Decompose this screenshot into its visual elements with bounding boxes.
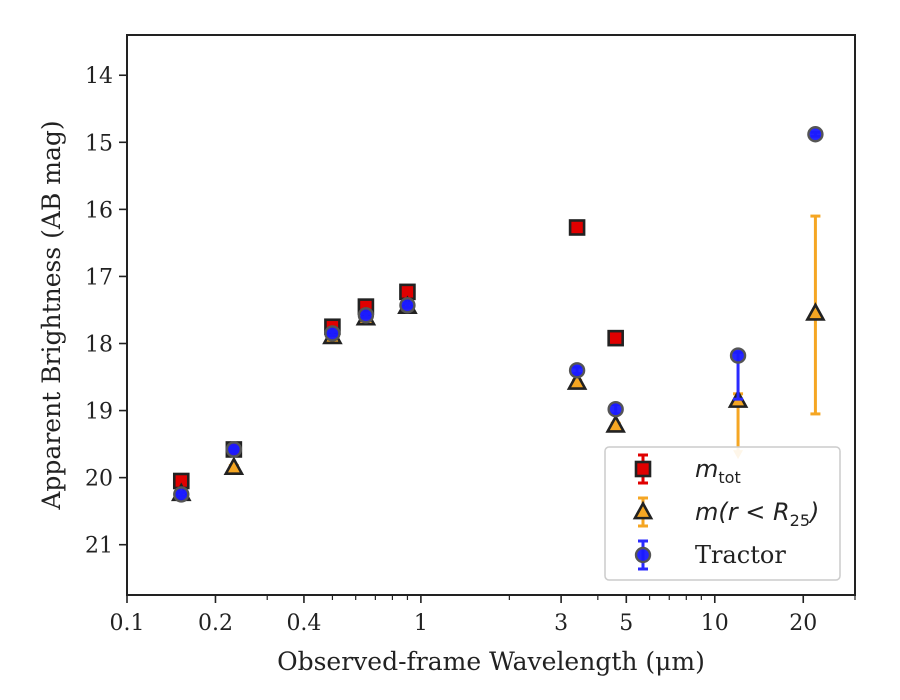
legend-marker-square [634,460,652,478]
data-point [223,456,245,475]
y-tick-label: 18 [85,333,113,358]
y-tick-label: 14 [85,64,113,89]
data-point [324,325,341,342]
data-point [729,347,747,364]
x-tick-label: 10 [701,611,729,636]
x-tick-label: 0.1 [110,611,145,636]
x-tick-label: 5 [619,611,633,636]
y-tick-label: 16 [85,198,113,223]
y-tick-label: 19 [85,400,113,425]
x-axis-label: Observed-frame Wavelength (μm) [277,647,705,676]
x-tick-label: 3 [554,611,568,636]
data-point [605,414,626,433]
legend-marker-triangle [632,500,654,520]
legend-box [604,446,841,581]
data-point [173,486,190,503]
legend-marker-circle [634,546,652,564]
y-tick-label: 20 [85,467,113,492]
y-tick-label: 17 [85,265,113,290]
data-point [805,302,826,321]
data-point [399,297,416,314]
data-point [566,371,588,390]
y-tick-label: 15 [85,131,113,156]
data-point [357,307,375,324]
plot-frame [126,34,856,596]
data-point [225,441,243,458]
legend-label: m(r < R25) [695,498,819,530]
legend: mtot m(r < R25) Tractor [604,446,841,581]
data-point [568,219,586,236]
x-tick-label: 0.2 [198,611,233,636]
data-point [807,126,824,143]
x-tick-label: 1 [414,611,428,636]
legend-label: Tractor [695,541,786,569]
plot-area [171,126,826,503]
series-circle [173,126,824,503]
data-point [607,329,624,347]
y-tick-label: 21 [85,534,113,559]
data-point [607,401,624,418]
legend-label: mtot [695,455,741,487]
x-tick-label: 20 [789,611,817,636]
y-axis-label: Apparent Brightness (AB mag) [37,120,66,510]
x-tick-label: 0.4 [286,611,321,636]
axes: 0.1 0.2 0.4 1 3 5 10 20 14 15 16 17 18 19 20 21 [85,34,856,636]
data-point [568,362,586,379]
